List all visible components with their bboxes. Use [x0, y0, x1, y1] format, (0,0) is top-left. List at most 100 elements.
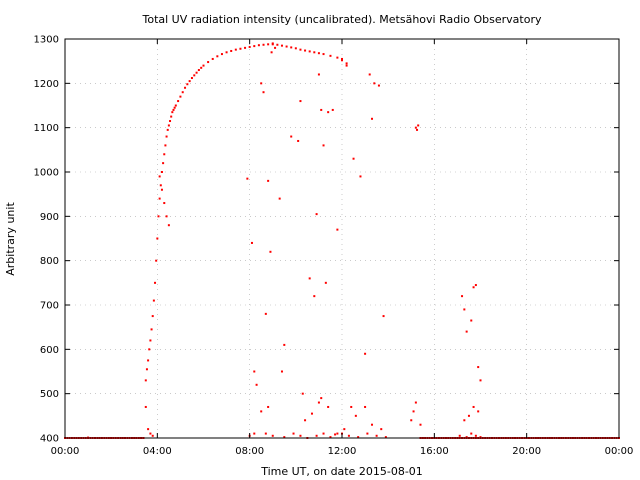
- data-point: [317, 73, 320, 76]
- data-point: [184, 86, 187, 89]
- y-tick-label: 700: [40, 301, 59, 312]
- x-tick-label: 08:00: [235, 446, 264, 457]
- data-point: [230, 49, 233, 52]
- x-axis-label: Time UT, on date 2015-08-01: [260, 465, 423, 478]
- data-point: [322, 432, 325, 435]
- data-point: [299, 48, 302, 51]
- data-point: [271, 42, 274, 45]
- data-point: [380, 428, 383, 431]
- data-point: [465, 330, 468, 333]
- data-point: [336, 56, 339, 59]
- data-point: [341, 57, 343, 60]
- data-point: [262, 43, 265, 46]
- grid: [65, 39, 619, 438]
- data-point: [285, 45, 288, 48]
- y-tick-label: 500: [40, 389, 59, 400]
- data-point: [336, 228, 339, 231]
- x-tick-label: 20:00: [512, 446, 541, 457]
- data-point: [297, 139, 300, 142]
- data-point: [322, 53, 325, 56]
- data-point: [315, 213, 318, 216]
- data-point: [317, 401, 320, 404]
- data-point: [152, 299, 155, 302]
- data-point: [167, 124, 170, 127]
- data-point: [239, 47, 242, 50]
- data-point: [190, 77, 193, 80]
- data-point: [248, 45, 251, 48]
- data-point: [308, 50, 311, 53]
- data-point: [262, 91, 265, 94]
- data-point: [472, 286, 475, 289]
- data-point: [158, 197, 161, 200]
- data-point: [244, 46, 247, 49]
- x-tick-label: 00:00: [51, 446, 80, 457]
- data-point: [329, 54, 332, 57]
- data-point: [327, 405, 330, 408]
- data-point: [470, 432, 473, 435]
- y-tick-label: 1000: [34, 168, 59, 179]
- data-point: [250, 241, 253, 244]
- y-axis-label: Arbitrary unit: [4, 202, 17, 276]
- data-point: [264, 312, 267, 315]
- data-point: [165, 215, 168, 218]
- data-point: [280, 44, 283, 47]
- data-point: [317, 52, 320, 55]
- data-point: [160, 171, 163, 173]
- data-point: [292, 432, 295, 435]
- data-point: [149, 432, 152, 435]
- data-point: [147, 359, 150, 362]
- data-point: [177, 100, 180, 103]
- data-point: [290, 135, 293, 138]
- data-point: [188, 80, 191, 83]
- data-point: [169, 120, 172, 123]
- data-point: [461, 295, 464, 298]
- data-point: [313, 295, 316, 298]
- data-point: [410, 419, 413, 422]
- data-point: [320, 108, 323, 111]
- data-point: [352, 157, 355, 160]
- data-point: [159, 184, 162, 187]
- data-point: [253, 45, 256, 48]
- data-point: [274, 46, 277, 49]
- data-point: [145, 368, 148, 371]
- data-point: [382, 315, 385, 318]
- y-tick-label: 900: [40, 212, 59, 223]
- data-point: [267, 405, 270, 408]
- data-point: [167, 224, 170, 227]
- data-point: [412, 410, 415, 413]
- data-point: [371, 423, 374, 426]
- data-point: [470, 319, 473, 322]
- data-point: [144, 379, 147, 382]
- data-point: [472, 405, 475, 408]
- data-point: [179, 95, 182, 98]
- data-point: [354, 414, 357, 417]
- data-point: [315, 434, 318, 437]
- data-point: [345, 62, 348, 65]
- data-point: [416, 128, 419, 131]
- data-point: [253, 370, 256, 373]
- data-point: [479, 379, 482, 382]
- data-point: [144, 405, 147, 408]
- data-point: [359, 175, 362, 178]
- axis-ticks: 00:00 04:00 08:00 12:00 16:00 20:00 00:0040050…: [34, 35, 634, 458]
- data-point: [260, 82, 263, 85]
- data-point: [347, 434, 350, 437]
- data-point: [290, 46, 293, 49]
- data-point: [234, 48, 237, 51]
- data-point: [278, 197, 281, 200]
- data-point: [200, 66, 203, 69]
- data-point: [350, 405, 353, 408]
- data-point: [225, 51, 228, 54]
- data-point: [329, 436, 332, 439]
- data-point: [299, 434, 302, 437]
- data-point: [375, 434, 378, 437]
- data-point: [304, 419, 307, 422]
- data-point: [384, 436, 387, 439]
- data-point: [474, 284, 477, 287]
- data-point: [155, 259, 158, 262]
- data-point: [280, 370, 283, 373]
- data-point: [267, 43, 270, 46]
- data-point: [163, 202, 166, 205]
- data-point: [345, 64, 348, 67]
